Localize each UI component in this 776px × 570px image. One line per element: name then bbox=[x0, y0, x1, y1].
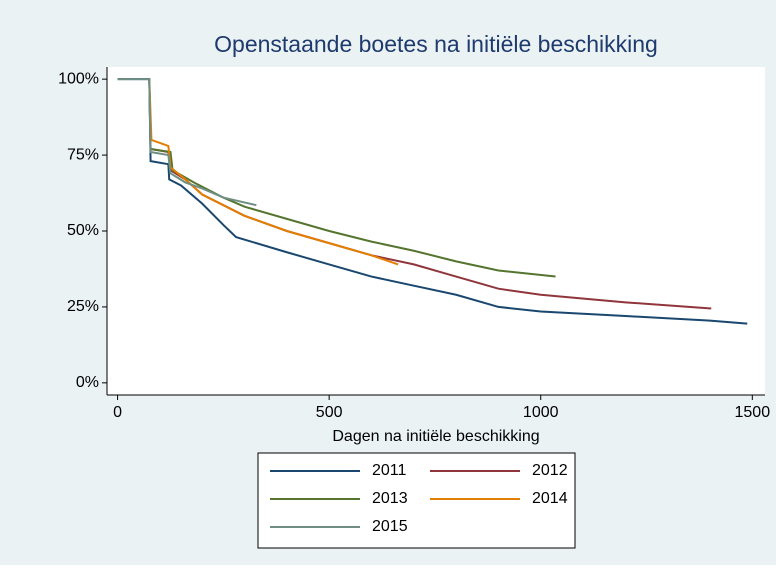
x-tick-label: 1000 bbox=[523, 404, 559, 421]
x-tick-label: 0 bbox=[113, 404, 122, 421]
y-tick-label: 25% bbox=[67, 298, 99, 315]
y-tick-label: 0% bbox=[76, 374, 99, 391]
legend-label: 2014 bbox=[532, 490, 568, 507]
line-series bbox=[117, 78, 257, 207]
y-tick-label: 75% bbox=[67, 146, 99, 163]
line-series bbox=[148, 79, 556, 278]
plot-area bbox=[107, 67, 765, 395]
y-tick-label: 50% bbox=[67, 222, 99, 239]
legend-label: 2012 bbox=[532, 462, 568, 479]
x-axis-label: Dagen na initiële beschikking bbox=[332, 428, 539, 445]
x-tick-label: 1500 bbox=[735, 404, 771, 421]
line-series bbox=[117, 78, 748, 325]
legend-label: 2011 bbox=[372, 462, 407, 479]
chart-title: Openstaande boetes na initiële beschikki… bbox=[214, 31, 658, 57]
x-tick-label: 500 bbox=[316, 404, 343, 421]
line-series bbox=[148, 79, 399, 266]
y-tick-label: 100% bbox=[58, 70, 99, 87]
legend bbox=[257, 452, 576, 549]
legend-label: 2013 bbox=[372, 490, 408, 507]
legend-label: 2015 bbox=[372, 518, 408, 535]
